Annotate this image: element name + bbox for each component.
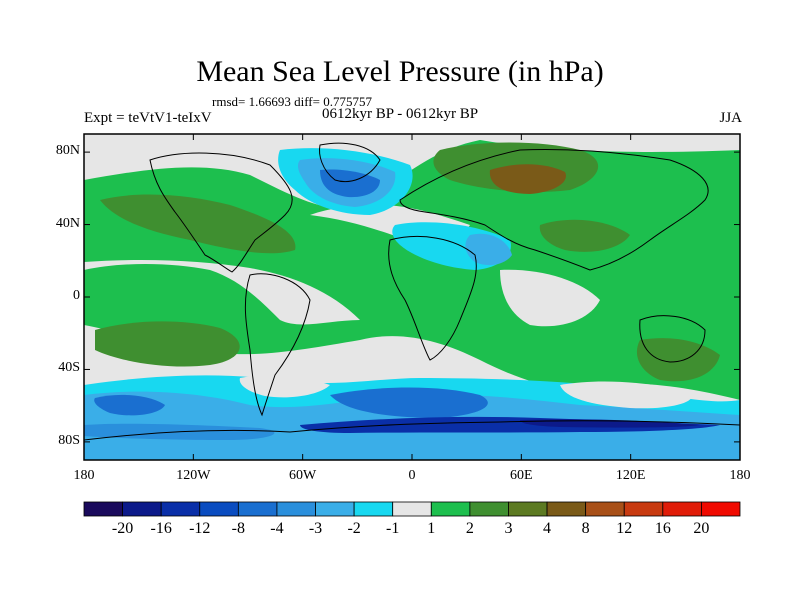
field-level-minus3-arabia (465, 233, 512, 266)
colorbar-label: -4 (270, 520, 284, 537)
colorbar-swatch (353, 501, 394, 517)
colorbar-swatch (237, 501, 278, 517)
field-level-minus4-southern-ocean (330, 387, 488, 418)
colorbar-swatch (276, 501, 316, 517)
field-level-4-siberia (489, 164, 566, 194)
colorbar-label: -2 (347, 520, 361, 537)
coast-antarctica (84, 420, 740, 441)
colorbar-label: 12 (616, 520, 633, 537)
coast-north-america (149, 152, 293, 273)
lat-label: 80N (55, 143, 80, 159)
field-gray-south-indian (560, 381, 692, 409)
coast-australia (639, 315, 706, 363)
field-gray-south-atlantic (239, 375, 330, 398)
colorbar-label: 4 (543, 520, 552, 537)
colorbar-swatch (585, 501, 625, 517)
season-label: JJA (719, 110, 742, 126)
period-label: 0612kyr BP - 0612kyr BP (322, 106, 479, 122)
stats-text: rmsd= 1.66693 diff= 0.775757 (212, 94, 372, 109)
colorbar-label: 8 (581, 520, 590, 537)
coast-greenland (319, 142, 381, 183)
pressure-field (84, 134, 740, 460)
colorbar-label: -8 (231, 520, 245, 537)
coast-africa (388, 235, 477, 361)
coast-eurasia (399, 148, 709, 271)
colorbar-swatch (122, 501, 162, 517)
colorbar-swatch (160, 501, 201, 517)
colorbar-swatch (701, 501, 741, 517)
lon-label: 120E (615, 468, 646, 483)
colorbar-label: 2 (465, 520, 474, 537)
field-gray-tropics (84, 260, 360, 325)
lon-label: 180 (73, 468, 95, 483)
colorbar-label: 20 (693, 520, 710, 537)
colorbar-swatch (199, 501, 239, 517)
lon-label: 60W (289, 468, 317, 483)
lon-label: 0 (408, 468, 416, 483)
colorbar-label: -3 (308, 520, 323, 537)
colorbar-swatch (662, 501, 702, 517)
colorbar-label: -12 (189, 520, 211, 537)
colorbar (83, 501, 741, 517)
colorbar-label: 3 (504, 520, 513, 537)
colorbar-swatch (430, 501, 471, 517)
field-level-3-asia (539, 219, 630, 252)
colorbar-swatch (546, 501, 587, 517)
map-title: Mean Sea Level Pressure (in hPa) (196, 55, 604, 88)
colorbar-label: -16 (150, 520, 172, 537)
experiment-label: Expt = teVtV1-teIxV (84, 110, 212, 126)
field-level-minus4-north-atlantic (320, 169, 380, 198)
field-gray-indian (500, 269, 600, 327)
lon-label: 180 (729, 468, 751, 483)
colorbar-label: -20 (111, 520, 134, 537)
lat-label: 0 (73, 288, 80, 303)
colorbar-swatch (623, 501, 664, 517)
colorbar-swatch (392, 501, 432, 517)
coastlines (84, 142, 740, 441)
field-level-3-pacific (95, 321, 240, 367)
lat-label: 40N (55, 215, 80, 231)
colorbar-swatch (315, 501, 355, 517)
field-level-minus4-sw-pacific (94, 394, 165, 416)
colorbar-swatch (469, 501, 509, 517)
colorbar-swatch (508, 501, 548, 517)
colorbar-swatch (83, 501, 123, 517)
lat-label: 80S (58, 432, 80, 448)
colorbar-label: 16 (654, 520, 671, 537)
colorbar-label: 1 (427, 520, 436, 537)
lon-label: 120W (176, 468, 211, 483)
coast-south-america (244, 273, 311, 417)
lat-label: 40S (58, 360, 80, 376)
colorbar-label: -1 (386, 520, 400, 537)
axis-ticks (83, 134, 741, 460)
field-level-3-atlantic-north (100, 194, 296, 254)
lon-label: 60E (510, 468, 533, 483)
